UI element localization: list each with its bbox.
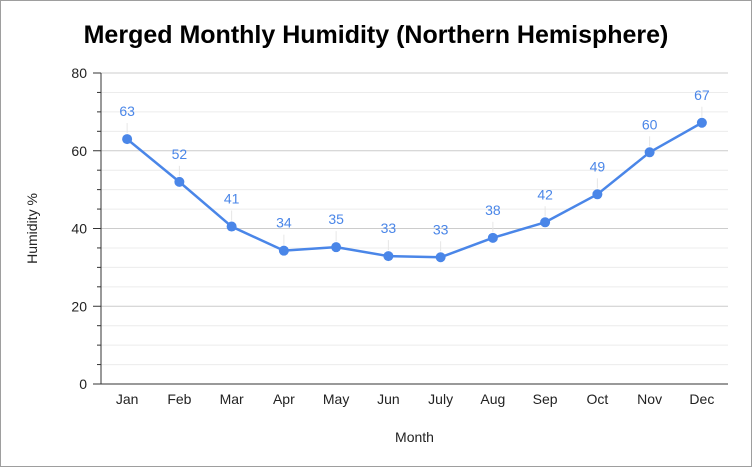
y-tick-label: 60: [71, 143, 87, 159]
data-point[interactable]: [435, 252, 446, 263]
data-point[interactable]: [278, 245, 289, 256]
y-axis-label: Humidity %: [24, 193, 40, 264]
grid-lines: [101, 72, 728, 366]
x-tick-label: Aug: [480, 391, 505, 407]
data-label: 52: [172, 146, 188, 162]
data-point[interactable]: [122, 134, 133, 145]
y-tick-label: 0: [79, 376, 87, 392]
data-labels: 63 52 41 34 35 33 33 38 42 49 60 67: [119, 87, 710, 252]
data-label: 60: [642, 116, 658, 132]
data-label: 33: [381, 220, 397, 236]
data-label: 49: [590, 158, 606, 174]
data-point[interactable]: [644, 147, 655, 158]
axes: 0 20 40 60 80 Jan Feb Mar Apr May Jun July Aug Sep Oct…: [71, 65, 728, 407]
x-tick-label: Apr: [273, 391, 295, 407]
data-point[interactable]: [696, 117, 707, 128]
data-label: 63: [119, 103, 135, 119]
x-tick-label: Nov: [637, 391, 662, 407]
data-label: 35: [328, 211, 344, 227]
data-point[interactable]: [592, 189, 603, 200]
data-point[interactable]: [331, 242, 342, 253]
x-tick-label: Mar: [220, 391, 244, 407]
data-label: 34: [276, 215, 292, 231]
y-tick-label: 40: [71, 221, 87, 237]
x-tick-label: Oct: [586, 391, 608, 407]
chart-title: Merged Monthly Humidity (Northern Hemisp…: [83, 21, 669, 49]
data-point[interactable]: [487, 232, 498, 243]
data-label: 33: [433, 221, 449, 237]
data-label: 42: [537, 186, 553, 202]
x-tick-label: Jun: [377, 391, 400, 407]
data-point[interactable]: [540, 217, 551, 228]
data-point[interactable]: [174, 176, 185, 187]
data-label: 38: [485, 202, 501, 218]
data-point[interactable]: [383, 251, 394, 262]
x-tick-label: Feb: [167, 391, 191, 407]
x-axis-label: Month: [395, 429, 434, 445]
x-tick-label: July: [428, 391, 453, 407]
x-tick-label: Jan: [116, 391, 139, 407]
y-tick-label: 80: [71, 65, 87, 81]
x-tick-label: Sep: [533, 391, 558, 407]
x-tick-label: May: [323, 391, 349, 407]
y-tick-label: 20: [71, 298, 87, 314]
x-tick-label: Dec: [689, 391, 714, 407]
data-label: 41: [224, 191, 240, 207]
data-point[interactable]: [226, 221, 237, 232]
series-line: [126, 121, 703, 259]
data-label: 67: [694, 87, 710, 103]
series-humidity: [122, 117, 707, 263]
